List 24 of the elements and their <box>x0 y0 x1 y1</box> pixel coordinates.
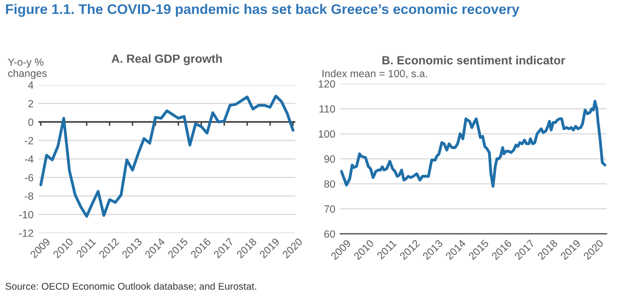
line-series <box>340 100 606 188</box>
y-tick-label: 60 <box>324 230 335 238</box>
y-tick-label: 2 <box>28 100 34 108</box>
y-tick-label: 4 <box>28 82 34 89</box>
y-tick-label: -6 <box>24 174 34 182</box>
y-tick-label: 90 <box>324 155 335 163</box>
y-tick-label: 0 <box>28 118 34 126</box>
chart-title: B. Economic sentiment indicator <box>382 56 566 64</box>
line-series <box>39 94 294 218</box>
y-tick-label: 100 <box>318 130 335 138</box>
y-tick-label: 110 <box>320 105 335 113</box>
y-tick-label: -12 <box>19 229 34 237</box>
y-tick-label: 80 <box>324 180 335 188</box>
y-tick-label: -8 <box>24 192 34 200</box>
y-tick-label: -2 <box>24 136 34 144</box>
y-tick-label: 70 <box>324 205 335 213</box>
chart-title: A. Real GDP growth <box>112 54 222 66</box>
y-axis-title: Y-o-y % changes <box>8 58 47 80</box>
y-tick-label: -4 <box>24 156 34 163</box>
source-note: Source: OECD Economic Outlook database; and Eurostat. <box>6 282 256 291</box>
y-axis-title: Index mean = 100, s.a. <box>322 70 427 78</box>
caption: Figure 1.1. The COVID-19 pandemic has set back Greece’s economic recovery <box>6 4 520 17</box>
y-tick-label: -10 <box>19 210 34 218</box>
y-tick-label: 120 <box>318 80 335 88</box>
